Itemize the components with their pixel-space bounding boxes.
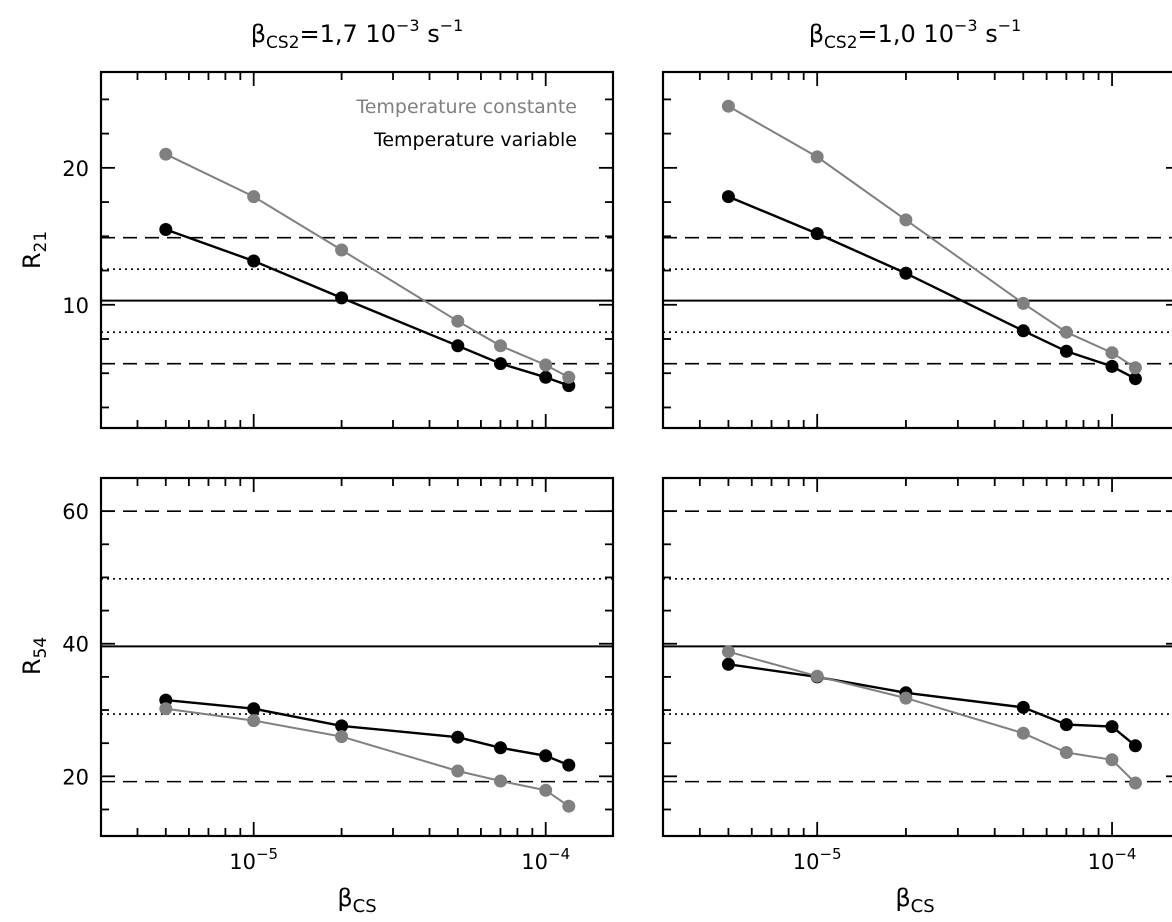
data-point-variable <box>539 370 553 384</box>
x-tick-label: 10−4 <box>1088 845 1137 874</box>
x-tick-label: 10−5 <box>793 845 842 874</box>
series-line-constant <box>728 650 1137 784</box>
data-point-constant <box>899 213 913 227</box>
data-point-constant <box>335 730 349 744</box>
x-axis-label-left: βCS <box>337 884 376 917</box>
y-tick-label: 60 <box>62 500 89 524</box>
data-point-constant <box>1059 325 1073 339</box>
data-point-constant <box>721 645 735 659</box>
data-point-variable <box>159 223 173 236</box>
x-axis-label-right: βCS <box>895 884 934 917</box>
series-line-constant <box>165 153 570 379</box>
data-point-variable <box>335 719 349 733</box>
y-tick-label: 10 <box>62 294 89 318</box>
data-point-constant <box>562 799 576 813</box>
data-point-constant <box>247 714 261 728</box>
data-point-constant <box>1128 361 1142 375</box>
panel-frame <box>661 476 1172 838</box>
data-point-constant <box>1105 346 1119 360</box>
data-point-variable <box>451 339 465 353</box>
data-point-constant <box>899 691 913 705</box>
data-point-constant <box>1016 296 1030 310</box>
data-point-variable <box>721 190 735 204</box>
x-tick-label: 10−5 <box>229 845 278 874</box>
panel-top-left: 10 20 <box>62 70 615 430</box>
data-point-variable <box>721 657 735 671</box>
panel-top-right <box>661 70 1172 430</box>
data-point-variable <box>247 254 261 268</box>
data-point-constant <box>1105 753 1119 767</box>
data-point-constant <box>539 783 553 797</box>
data-point-constant <box>247 190 261 204</box>
panels-layer: 10 20 10−5 10−4 20 40 60 10−5 10−4 <box>62 70 1172 874</box>
y-tick-label: 20 <box>62 765 89 789</box>
series-line-variable <box>165 698 570 767</box>
y-axis-label-r54: R54 <box>18 637 51 675</box>
data-point-variable <box>335 291 349 305</box>
data-point-variable <box>1128 372 1142 386</box>
data-point-constant <box>451 314 465 328</box>
x-tick-label: 10−4 <box>521 845 570 874</box>
data-point-constant <box>562 370 576 384</box>
data-point-variable <box>810 227 824 241</box>
legend-constant: Temperature constante <box>355 96 577 118</box>
panel-bottom-right: 10−5 10−4 <box>661 476 1172 874</box>
series-line-constant <box>165 707 570 808</box>
data-point-variable <box>899 266 913 280</box>
data-point-variable <box>1059 344 1073 358</box>
legend-variable: Temperature variable <box>373 129 577 151</box>
panel-frame <box>99 476 615 838</box>
data-point-constant <box>494 774 507 788</box>
data-point-constant <box>335 243 349 257</box>
y-tick-label: 40 <box>62 633 89 657</box>
data-point-constant <box>721 99 735 113</box>
data-point-variable <box>247 702 261 716</box>
data-point-constant <box>810 150 824 164</box>
col-title-right: βCS2=1,0 10−3 s−1 <box>809 16 1022 53</box>
data-point-constant <box>1059 746 1073 759</box>
data-point-constant <box>159 702 173 716</box>
data-point-constant <box>494 339 507 353</box>
data-point-variable <box>1016 324 1030 338</box>
panel-frame <box>99 70 615 430</box>
data-point-variable <box>1105 720 1119 734</box>
data-point-variable <box>451 730 465 744</box>
y-tick-label: 20 <box>62 157 89 181</box>
data-point-constant <box>159 147 173 161</box>
y-axis-label-r21: R21 <box>18 231 51 269</box>
data-point-constant <box>810 669 824 683</box>
data-point-variable <box>1128 739 1142 753</box>
panel-bottom-left: 10−5 10−4 20 40 60 <box>62 476 615 874</box>
data-point-variable <box>539 749 553 763</box>
data-point-constant <box>1016 726 1030 740</box>
data-point-variable <box>562 758 576 772</box>
data-point-variable <box>494 357 507 371</box>
series-line-variable <box>165 228 570 387</box>
data-point-constant <box>539 358 553 372</box>
data-point-variable <box>1059 718 1073 732</box>
data-point-variable <box>1016 700 1030 714</box>
data-point-constant <box>451 764 465 778</box>
data-point-constant <box>1128 776 1142 790</box>
panel-frame <box>661 70 1172 430</box>
data-point-variable <box>1105 359 1119 373</box>
data-point-variable <box>494 741 507 755</box>
col-title-left: βCS2=1,7 10−3 s−1 <box>251 16 464 53</box>
series-line-variable <box>727 195 1136 380</box>
